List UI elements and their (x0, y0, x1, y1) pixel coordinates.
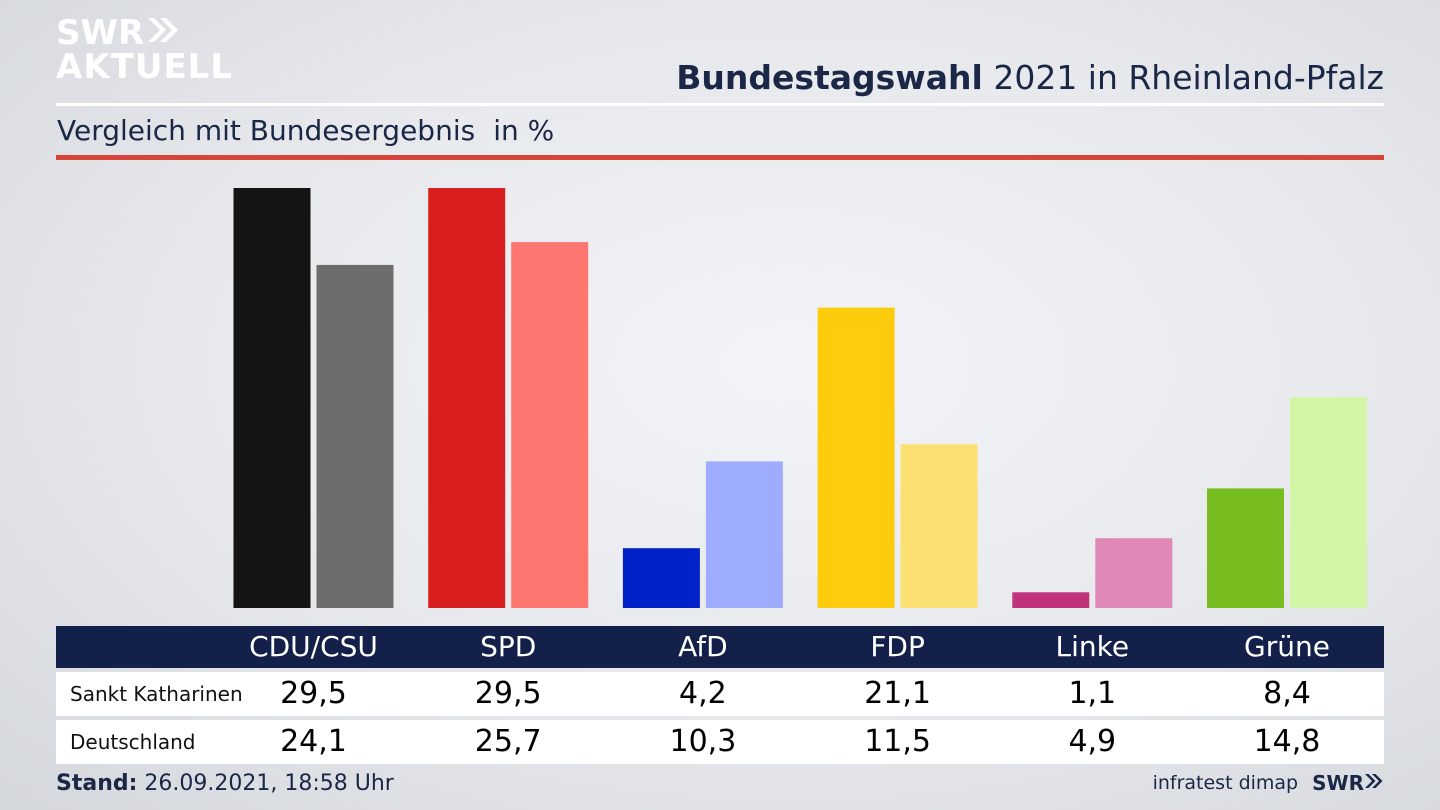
unit-label: in % (493, 114, 555, 147)
bar-spd-deutschland (511, 242, 589, 608)
bar-afd-deutschland (705, 461, 783, 608)
bar-fdp-deutschland (900, 444, 978, 608)
source-credit: infratest dimap SWR (1153, 771, 1384, 795)
logo-line2: AKTUELL (56, 47, 234, 87)
subtitle: Vergleich mit Bundesergebnis in % (57, 114, 554, 147)
column-header-linke: Linke (1055, 630, 1130, 663)
double-chevron-icon (146, 16, 180, 50)
column-header-fdp: FDP (870, 630, 925, 663)
divider-white (56, 103, 1384, 106)
column-header-cdu-csu: CDU/CSU (249, 630, 378, 663)
page-title: Bundestagswahl 2021 in Rheinland-Pfalz (676, 58, 1384, 97)
bar-fdp-sankt-katharinen (817, 307, 895, 608)
row-label: Sankt Katharinen (70, 682, 243, 706)
value-fdp-deutschland: 11,5 (864, 724, 931, 759)
stand-label: Stand: (56, 771, 138, 796)
column-header-gr-ne: Grüne (1244, 630, 1330, 663)
bar-cdu-csu-deutschland (316, 264, 394, 608)
value-cdu-csu-deutschland: 24,1 (280, 724, 347, 759)
row-label: Deutschland (70, 730, 196, 754)
value-gr-ne-deutschland: 14,8 (1253, 724, 1321, 759)
value-linke-deutschland: 4,9 (1068, 724, 1117, 759)
bar-linke-sankt-katharinen (1012, 592, 1090, 608)
table-row-sankt-katharinen: Sankt Katharinen 29,5 29,5 4,2 21,1 1,1 8,4 (56, 672, 1384, 716)
footer-brand: SWR (1312, 771, 1364, 795)
bar-spd-sankt-katharinen (428, 188, 506, 608)
bar-gr-ne-deutschland (1290, 397, 1367, 608)
swr-aktuell-logo: SWR AKTUELL (56, 16, 233, 84)
table-row-deutschland: Deutschland 24,1 25,7 10,3 11,5 4,9 14,8 (56, 720, 1384, 764)
subtitle-text: Vergleich mit Bundesergebnis (57, 114, 476, 147)
table-header: CDU/CSU SPD AfD FDP Linke Grüne (56, 626, 1384, 668)
bar-cdu-csu-sankt-katharinen (233, 188, 311, 608)
timestamp: Stand: 26.09.2021, 18:58 Uhr (56, 771, 394, 796)
value-spd-deutschland: 25,7 (474, 724, 542, 759)
title-bold: Bundestagswahl (676, 58, 983, 97)
bar-gr-ne-sankt-katharinen (1207, 488, 1284, 608)
bar-linke-deutschland (1095, 538, 1173, 608)
value-afd-deutschland: 10,3 (669, 724, 737, 759)
column-header-spd: SPD (480, 630, 537, 663)
value-cdu-csu-sankt-katharinen: 29,5 (280, 676, 347, 711)
logo-line1: SWR (56, 13, 145, 53)
divider-red (56, 155, 1384, 160)
value-fdp-sankt-katharinen: 21,1 (864, 676, 931, 711)
value-gr-ne-sankt-katharinen: 8,4 (1263, 676, 1311, 711)
results-table: CDU/CSU SPD AfD FDP Linke Grüne Sankt Kathari… (56, 626, 1384, 764)
bar-chart (233, 188, 1367, 608)
title-rest: 2021 in Rheinland-Pfalz (982, 58, 1384, 97)
column-header-afd: AfD (678, 630, 728, 663)
double-chevron-icon (1364, 772, 1384, 794)
value-linke-sankt-katharinen: 1,1 (1068, 676, 1117, 711)
bar-afd-sankt-katharinen (622, 548, 700, 608)
value-afd-sankt-katharinen: 4,2 (679, 676, 727, 711)
source-text: infratest dimap (1152, 772, 1299, 794)
value-spd-sankt-katharinen: 29,5 (474, 676, 542, 711)
stand-value: 26.09.2021, 18:58 Uhr (137, 771, 394, 796)
